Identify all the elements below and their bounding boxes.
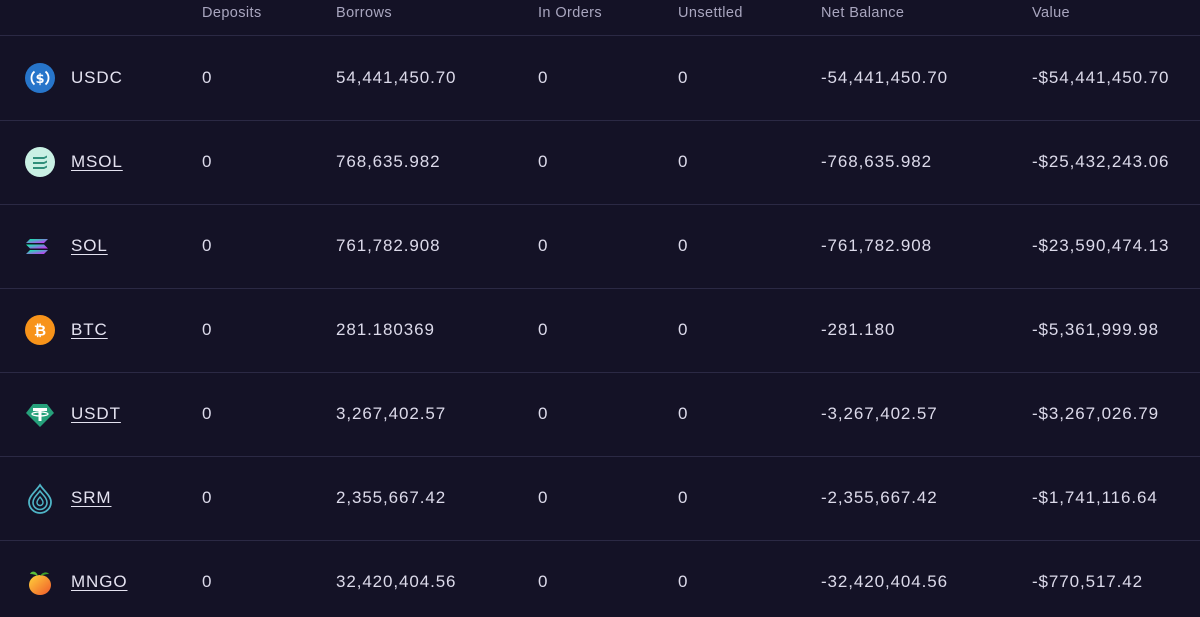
value-cell: -$770,517.42 xyxy=(1032,572,1143,591)
btc-icon: ₿ xyxy=(24,314,56,346)
unsettled-cell: 0 xyxy=(678,572,689,591)
asset-cell: ₿ BTC xyxy=(24,314,108,346)
unsettled-cell: 0 xyxy=(678,404,689,423)
asset-symbol-link[interactable]: USDT xyxy=(71,404,121,423)
in-orders-cell: 0 xyxy=(538,572,549,591)
table-row: ₿ BTC 0 281.180369 0 0 -281.180 -$5,361,… xyxy=(0,288,1200,373)
net-balance-cell: -3,267,402.57 xyxy=(821,404,938,423)
deposits-cell: 0 xyxy=(202,320,213,339)
borrows-cell: 54,441,450.70 xyxy=(336,68,457,87)
in-orders-cell: 0 xyxy=(538,68,549,87)
net-balance-cell: -32,420,404.56 xyxy=(821,572,948,591)
value-cell: -$23,590,474.13 xyxy=(1032,236,1170,255)
svg-text:$: $ xyxy=(35,72,44,87)
usdt-icon xyxy=(24,398,56,430)
unsettled-cell: 0 xyxy=(678,152,689,171)
unsettled-cell: 0 xyxy=(678,236,689,255)
borrows-cell: 281.180369 xyxy=(336,320,435,339)
header-unsettled: Unsettled xyxy=(678,5,743,21)
table-header: Deposits Borrows In Orders Unsettled Net… xyxy=(0,0,1200,36)
deposits-cell: 0 xyxy=(202,404,213,423)
usdc-icon: $ xyxy=(24,62,56,94)
table-row: $ USDC 0 54,441,450.70 0 0 -54,441,450.7… xyxy=(0,36,1200,121)
asset-cell: MSOL xyxy=(24,146,123,178)
sol-icon xyxy=(24,230,56,262)
borrows-cell: 768,635.982 xyxy=(336,152,441,171)
asset-symbol-link[interactable]: MSOL xyxy=(71,152,123,171)
in-orders-cell: 0 xyxy=(538,488,549,507)
asset-cell: SRM xyxy=(24,482,111,514)
unsettled-cell: 0 xyxy=(678,320,689,339)
asset-symbol-link[interactable]: SOL xyxy=(71,236,108,255)
srm-icon xyxy=(24,482,56,514)
value-cell: -$25,432,243.06 xyxy=(1032,152,1170,171)
asset-symbol-link[interactable]: BTC xyxy=(71,320,108,339)
deposits-cell: 0 xyxy=(202,68,213,87)
asset-symbol: USDC xyxy=(71,68,123,87)
value-cell: -$54,441,450.70 xyxy=(1032,68,1170,87)
asset-cell: USDT xyxy=(24,398,121,430)
deposits-cell: 0 xyxy=(202,572,213,591)
unsettled-cell: 0 xyxy=(678,488,689,507)
header-value: Value xyxy=(1032,5,1071,21)
table-row: USDT 0 3,267,402.57 0 0 -3,267,402.57 -$… xyxy=(0,372,1200,457)
table-row: SOL 0 761,782.908 0 0 -761,782.908 -$23,… xyxy=(0,204,1200,289)
deposits-cell: 0 xyxy=(202,152,213,171)
net-balance-cell: -2,355,667.42 xyxy=(821,488,938,507)
svg-text:₿: ₿ xyxy=(34,322,46,340)
borrows-cell: 2,355,667.42 xyxy=(336,488,447,507)
net-balance-cell: -281.180 xyxy=(821,320,896,339)
borrows-cell: 761,782.908 xyxy=(336,236,441,255)
asset-symbol-link[interactable]: MNGO xyxy=(71,572,128,591)
deposits-cell: 0 xyxy=(202,488,213,507)
net-balance-cell: -761,782.908 xyxy=(821,236,932,255)
asset-cell: $ USDC xyxy=(24,62,123,94)
header-borrows: Borrows xyxy=(336,5,392,21)
mngo-icon xyxy=(24,566,56,598)
borrows-cell: 3,267,402.57 xyxy=(336,404,447,423)
borrows-cell: 32,420,404.56 xyxy=(336,572,457,591)
deposits-cell: 0 xyxy=(202,236,213,255)
unsettled-cell: 0 xyxy=(678,68,689,87)
in-orders-cell: 0 xyxy=(538,236,549,255)
value-cell: -$3,267,026.79 xyxy=(1032,404,1159,423)
asset-cell: SOL xyxy=(24,230,108,262)
net-balance-cell: -768,635.982 xyxy=(821,152,932,171)
asset-symbol-link[interactable]: SRM xyxy=(71,488,112,507)
in-orders-cell: 0 xyxy=(538,404,549,423)
table-row: MNGO 0 32,420,404.56 0 0 -32,420,404.56 … xyxy=(0,540,1200,617)
header-net-balance: Net Balance xyxy=(821,5,905,21)
table-row: SRM 0 2,355,667.42 0 0 -2,355,667.42 -$1… xyxy=(0,456,1200,541)
header-in-orders: In Orders xyxy=(538,5,603,21)
value-cell: -$5,361,999.98 xyxy=(1032,320,1159,339)
table-row: MSOL 0 768,635.982 0 0 -768,635.982 -$25… xyxy=(0,120,1200,205)
value-cell: -$1,741,116.64 xyxy=(1032,488,1158,507)
in-orders-cell: 0 xyxy=(538,152,549,171)
asset-cell: MNGO xyxy=(24,566,127,598)
net-balance-cell: -54,441,450.70 xyxy=(821,68,948,87)
header-deposits: Deposits xyxy=(202,5,262,21)
msol-icon xyxy=(24,146,56,178)
in-orders-cell: 0 xyxy=(538,320,549,339)
